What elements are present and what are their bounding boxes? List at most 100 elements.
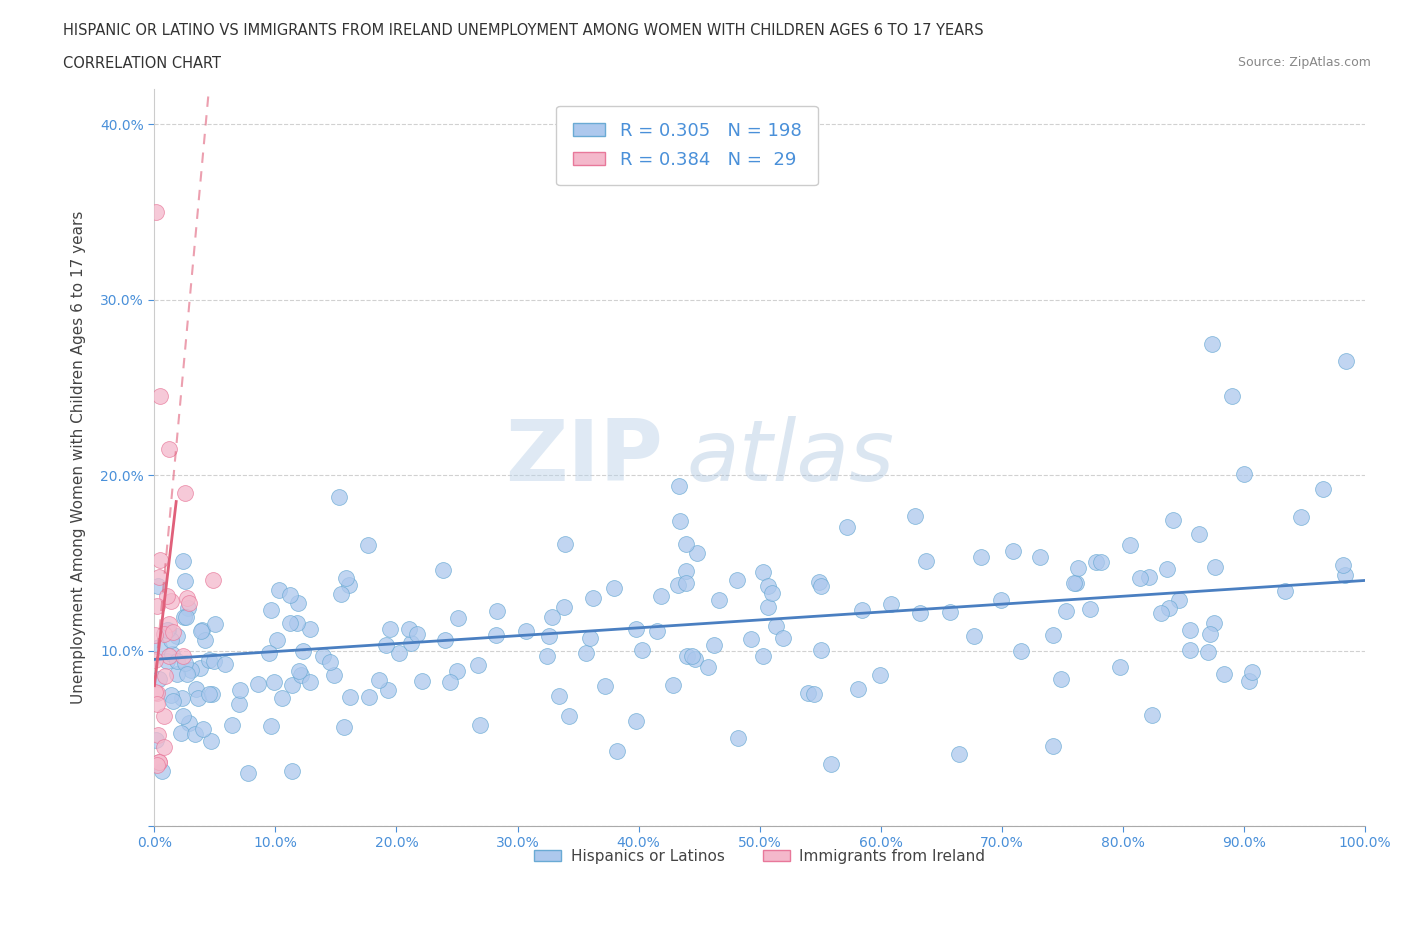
Point — [1140, 708, 1163, 723]
Point — [156, 623, 179, 638]
Point — [1334, 353, 1357, 368]
Point — [681, 648, 703, 663]
Point — [290, 668, 312, 683]
Point — [468, 717, 491, 732]
Point — [323, 668, 346, 683]
Point — [515, 624, 537, 639]
Point — [1050, 671, 1073, 686]
Point — [683, 651, 706, 666]
Point — [260, 719, 283, 734]
Point — [675, 537, 697, 551]
Point — [593, 679, 616, 694]
Point — [538, 629, 561, 644]
Point — [554, 537, 576, 551]
Point — [148, 578, 170, 593]
Point — [173, 656, 195, 671]
Point — [970, 550, 993, 565]
Point — [880, 597, 903, 612]
Point — [1042, 738, 1064, 753]
Point — [319, 654, 342, 669]
Point — [1289, 510, 1312, 525]
Point — [148, 754, 170, 769]
Point — [190, 622, 212, 637]
Point — [1331, 558, 1354, 573]
Point — [177, 715, 200, 730]
Point — [198, 686, 221, 701]
Point — [1197, 644, 1219, 659]
Point — [153, 709, 176, 724]
Point — [669, 513, 692, 528]
Point — [1212, 666, 1234, 681]
Point — [1334, 568, 1357, 583]
Point — [1233, 466, 1256, 481]
Point — [145, 733, 167, 748]
Point — [292, 644, 315, 658]
Point — [357, 538, 380, 552]
Point — [1237, 673, 1260, 688]
Point — [624, 621, 647, 636]
Point — [172, 553, 194, 568]
Point — [1274, 584, 1296, 599]
Point — [411, 673, 433, 688]
Point — [668, 479, 690, 494]
Point — [155, 669, 177, 684]
Point — [148, 754, 170, 769]
Point — [172, 709, 194, 724]
Point — [803, 686, 825, 701]
Point — [1137, 570, 1160, 585]
Point — [650, 588, 672, 603]
Point — [156, 654, 179, 669]
Point — [751, 565, 773, 579]
Point — [179, 596, 201, 611]
Point — [948, 747, 970, 762]
Point — [606, 743, 628, 758]
Point — [214, 657, 236, 671]
Point — [201, 687, 224, 702]
Point — [676, 648, 699, 663]
Point — [229, 683, 252, 698]
Point — [200, 734, 222, 749]
Text: CORRELATION CHART: CORRELATION CHART — [63, 56, 221, 71]
Point — [1199, 627, 1222, 642]
Point — [1119, 538, 1142, 552]
Point — [246, 677, 269, 692]
Point — [259, 645, 281, 660]
Point — [851, 603, 873, 618]
Point — [939, 604, 962, 619]
Point — [582, 591, 605, 605]
Point — [808, 575, 831, 590]
Point — [703, 638, 725, 653]
Point — [756, 600, 779, 615]
Point — [184, 682, 207, 697]
Point — [285, 615, 308, 630]
Point — [1178, 622, 1201, 637]
Point — [271, 690, 294, 705]
Point — [184, 726, 207, 741]
Point — [173, 573, 195, 588]
Point — [143, 652, 166, 667]
Point — [630, 643, 652, 658]
Point — [675, 576, 697, 591]
Point — [332, 720, 354, 735]
Point — [149, 552, 172, 567]
Point — [1204, 615, 1226, 630]
Point — [335, 570, 357, 585]
Point — [194, 632, 217, 647]
Point — [869, 667, 891, 682]
Point — [236, 766, 259, 781]
Point — [198, 652, 221, 667]
Point — [1150, 605, 1173, 620]
Point — [837, 520, 859, 535]
Point — [166, 629, 188, 644]
Point — [725, 573, 748, 588]
Point — [221, 718, 243, 733]
Point — [146, 685, 169, 700]
Point — [146, 598, 169, 613]
Y-axis label: Unemployment Among Women with Children Ages 6 to 17 years: Unemployment Among Women with Children A… — [72, 211, 86, 704]
Point — [797, 685, 820, 700]
Point — [278, 588, 301, 603]
Point — [174, 609, 197, 624]
Point — [1178, 643, 1201, 658]
Point — [433, 632, 456, 647]
Point — [624, 713, 647, 728]
